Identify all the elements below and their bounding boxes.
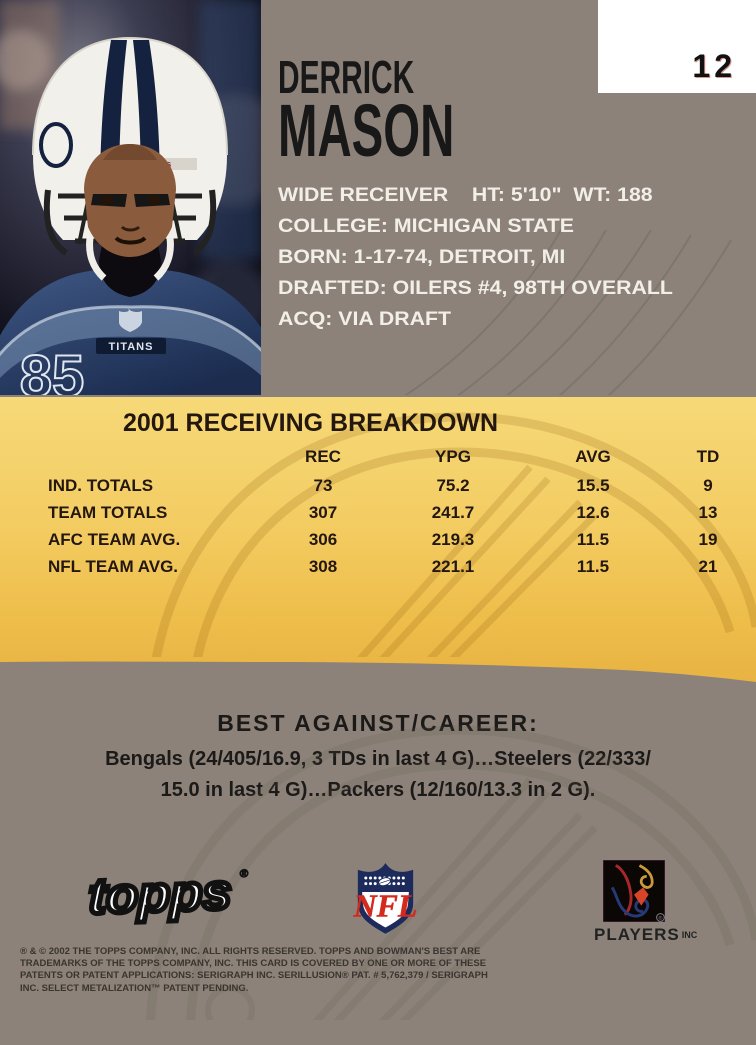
svg-text:TITANS: TITANS <box>109 341 154 353</box>
svg-text:NFL: NFL <box>353 888 418 923</box>
svg-text:®: ® <box>658 915 662 922</box>
svg-text:85: 85 <box>20 344 85 395</box>
